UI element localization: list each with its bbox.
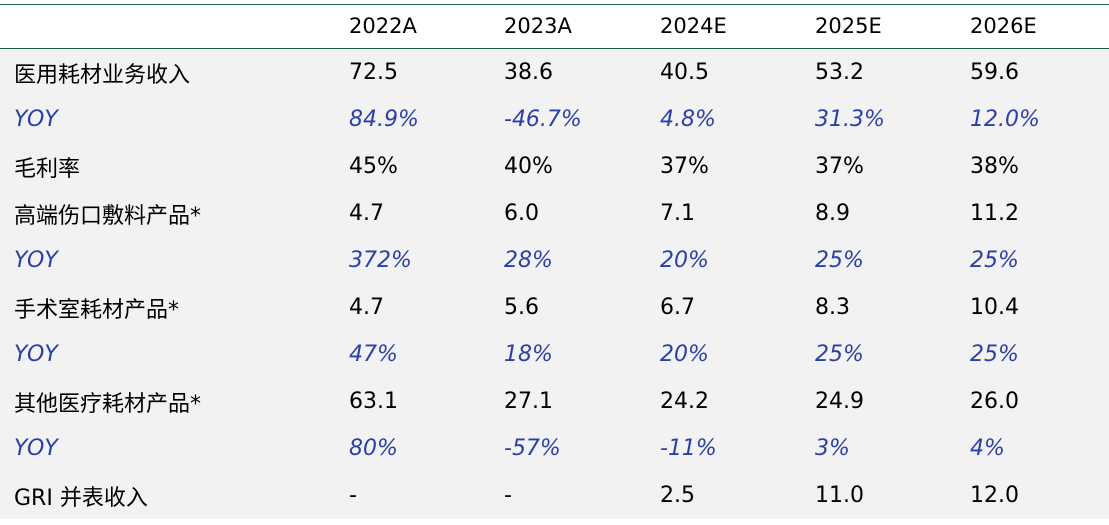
row-label: GRI 并表收入: [14, 485, 148, 511]
table-cell: 18%: [504, 342, 553, 367]
table-cell: 38%: [970, 154, 1019, 179]
table-cell: -: [349, 483, 357, 508]
table-cell: -: [504, 483, 512, 508]
header-year-2026e: 2026E: [970, 14, 1037, 38]
table-cell: 24.2: [660, 389, 709, 414]
table-cell: 7.1: [660, 201, 695, 226]
table-row: GRI 并表收入 - - 2.5 11.0 12.0: [0, 472, 1109, 519]
table-cell: 40%: [504, 154, 553, 179]
table-cell: 20%: [660, 342, 709, 367]
row-label: 医用耗材业务收入: [14, 62, 191, 88]
row-label: 毛利率: [14, 156, 81, 182]
table-cell: 40.5: [660, 60, 709, 85]
table-cell: 10.4: [970, 295, 1019, 320]
table-cell: -11%: [660, 436, 717, 461]
header-year-2025e: 2025E: [815, 14, 882, 38]
table-cell: 47%: [349, 342, 398, 367]
table-cell: 84.9%: [349, 107, 419, 132]
header-year-2022a: 2022A: [349, 14, 417, 38]
table-cell: 6.0: [504, 201, 539, 226]
table-cell: 8.9: [815, 201, 850, 226]
table-cell: 25%: [815, 342, 864, 367]
table-row: 手术室耗材产品* 4.7 5.6 6.7 8.3 10.4: [0, 284, 1109, 331]
row-label: YOY: [14, 107, 58, 132]
table-cell: -57%: [504, 436, 561, 461]
table-cell: 11.2: [970, 201, 1019, 226]
header-year-2024e: 2024E: [660, 14, 727, 38]
header-year-2023a: 2023A: [504, 14, 572, 38]
table-cell: -46.7%: [504, 107, 582, 132]
table-cell: 27.1: [504, 389, 553, 414]
table-cell: 25%: [970, 248, 1019, 273]
row-label: YOY: [14, 248, 58, 273]
table-cell: 53.2: [815, 60, 864, 85]
row-label: 手术室耗材产品*: [14, 297, 180, 323]
table-row-yoy: YOY 80% -57% -11% 3% 4%: [0, 425, 1109, 472]
table-cell: 26.0: [970, 389, 1019, 414]
row-label: YOY: [14, 342, 58, 367]
table-cell: 72.5: [349, 60, 398, 85]
table-cell: 3%: [815, 436, 850, 461]
top-rule: [0, 4, 1109, 5]
table-cell: 37%: [815, 154, 864, 179]
table-cell: 12.0%: [970, 107, 1040, 132]
table-row-yoy: YOY 47% 18% 20% 25% 25%: [0, 331, 1109, 378]
table-cell: 25%: [815, 248, 864, 273]
row-label: 高端伤口敷料产品*: [14, 203, 202, 229]
table-cell: 4.7: [349, 295, 384, 320]
table-cell: 4%: [970, 436, 1005, 461]
table-cell: 38.6: [504, 60, 553, 85]
table-cell: 45%: [349, 154, 398, 179]
table-cell: 24.9: [815, 389, 864, 414]
row-label: YOY: [14, 436, 58, 461]
table-row-yoy: YOY 84.9% -46.7% 4.8% 31.3% 12.0%: [0, 96, 1109, 143]
table-cell: 11.0: [815, 483, 864, 508]
table-cell: 8.3: [815, 295, 850, 320]
table-row-yoy: YOY 372% 28% 20% 25% 25%: [0, 237, 1109, 284]
table-cell: 12.0: [970, 483, 1019, 508]
table-row: 高端伤口敷料产品* 4.7 6.0 7.1 8.9 11.2: [0, 190, 1109, 237]
table-cell: 372%: [349, 248, 412, 273]
table-cell: 37%: [660, 154, 709, 179]
table-row: 医用耗材业务收入 72.5 38.6 40.5 53.2 59.6: [0, 49, 1109, 96]
table-cell: 28%: [504, 248, 553, 273]
table-row: 毛利率 45% 40% 37% 37% 38%: [0, 143, 1109, 190]
table-cell: 4.8%: [660, 107, 716, 132]
table-cell: 25%: [970, 342, 1019, 367]
header-label-cell: [14, 4, 334, 48]
table-cell: 6.7: [660, 295, 695, 320]
table-cell: 80%: [349, 436, 398, 461]
table-cell: 63.1: [349, 389, 398, 414]
table-cell: 4.7: [349, 201, 384, 226]
table-cell: 2.5: [660, 483, 695, 508]
row-label: 其他医疗耗材产品*: [14, 391, 202, 417]
table-cell: 5.6: [504, 295, 539, 320]
table-row: 其他医疗耗材产品* 63.1 27.1 24.2 24.9 26.0: [0, 378, 1109, 425]
table-cell: 59.6: [970, 60, 1019, 85]
table-cell: 20%: [660, 248, 709, 273]
table-header: 2022A 2023A 2024E 2025E 2026E: [0, 4, 1109, 49]
table-cell: 31.3%: [815, 107, 885, 132]
